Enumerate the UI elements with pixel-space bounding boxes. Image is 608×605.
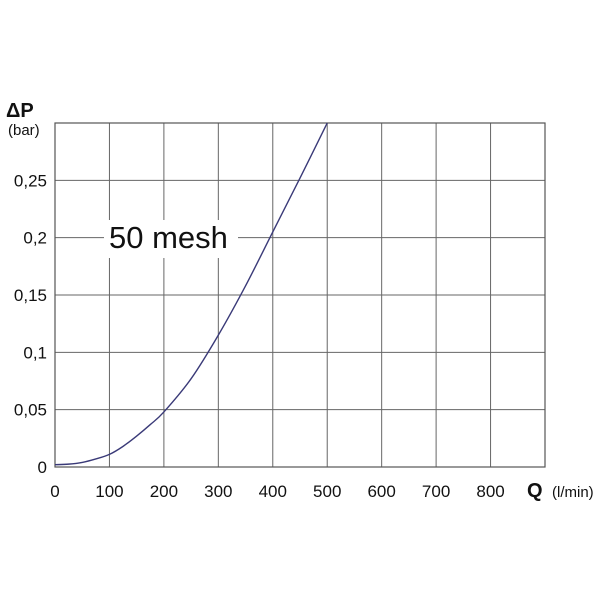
x-tick-label-0: 0 <box>50 482 59 501</box>
y-axis-ticks: 0 0,05 0,1 0,15 0,2 0,25 <box>14 171 47 477</box>
plot-frame <box>54 122 546 468</box>
annotation-background <box>104 220 238 258</box>
x-tick-label-4: 400 <box>259 482 287 501</box>
x-axis-unit: (l/min) <box>552 484 594 501</box>
y-tick-label-4: 0,2 <box>23 229 47 248</box>
y-tick-label-1: 0,05 <box>14 401 47 420</box>
x-axis-label: Q <box>527 480 543 502</box>
x-tick-label-8: 800 <box>476 482 504 501</box>
y-tick-label-3: 0,15 <box>14 286 47 305</box>
series-layer <box>54 122 328 466</box>
x-tick-label-1: 100 <box>95 482 123 501</box>
grid-lines <box>54 122 546 468</box>
series-line-0 <box>54 122 328 466</box>
x-axis-ticks: 0 100 200 300 400 500 600 700 800 <box>50 482 504 501</box>
y-tick-label-5: 0,25 <box>14 171 47 190</box>
x-tick-label-6: 600 <box>367 482 395 501</box>
x-tick-label-5: 500 <box>313 482 341 501</box>
y-tick-label-0: 0 <box>38 458 47 477</box>
y-tick-label-2: 0,1 <box>23 343 47 362</box>
y-axis-unit: (bar) <box>8 122 40 139</box>
y-axis-label: ΔP <box>6 100 34 122</box>
mesh-annotation: 50 mesh <box>109 220 228 255</box>
x-tick-label-7: 700 <box>422 482 450 501</box>
x-tick-label-3: 300 <box>204 482 232 501</box>
x-tick-label-2: 200 <box>150 482 178 501</box>
